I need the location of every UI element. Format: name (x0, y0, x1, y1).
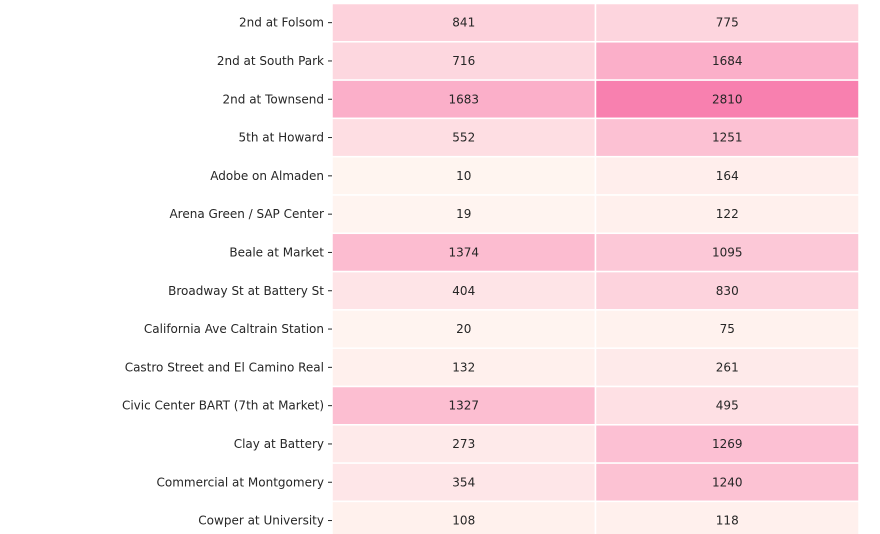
heatmap-cell (594, 270, 860, 311)
heatmap-cell (594, 79, 860, 120)
row-label: California Ave Caltrain Station (144, 322, 324, 336)
cell-value-label: 1251 (712, 131, 743, 145)
cell-value-label: 20 (456, 322, 471, 336)
cell-value-label: 354 (452, 475, 475, 489)
heatmap-cell (594, 155, 860, 196)
cell-value-label: 2810 (712, 92, 743, 106)
row-label: Cowper at University (198, 514, 324, 528)
heatmap-cells: 841 775 716 1684 1683 2810 552 1251 10 164 19 122 13… (331, 2, 860, 534)
cell-value-label: 273 (452, 437, 475, 451)
cell-value-label: 19 (456, 207, 471, 221)
heatmap-cell (331, 2, 597, 43)
row-label: Castro Street and El Camino Real (125, 360, 324, 374)
cell-value-label: 122 (716, 207, 739, 221)
row-label: 2nd at South Park (217, 54, 324, 68)
heatmap-cell (594, 117, 860, 158)
row-label: 2nd at Townsend (223, 92, 324, 106)
cell-value-label: 716 (452, 54, 475, 68)
cell-value-label: 1683 (448, 92, 479, 106)
heatmap-cell (594, 309, 860, 349)
cell-value-label: 552 (452, 131, 475, 145)
cell-value-label: 108 (452, 514, 475, 528)
cell-value-label: 1374 (448, 245, 479, 259)
cell-value-label: 1327 (448, 399, 479, 413)
heatmap-cell (594, 232, 860, 273)
cell-value-label: 495 (716, 399, 739, 413)
heatmap-cell (594, 347, 860, 388)
heatmap-cell (331, 385, 597, 426)
cell-value-label: 10 (456, 169, 471, 183)
heatmap-cell (594, 500, 860, 534)
heatmap-cell (594, 462, 860, 503)
cell-value-label: 132 (452, 360, 475, 374)
cell-value-label: 1095 (712, 245, 743, 259)
heatmap-row-labels: 2nd at Folsom 2nd at South Park 2nd at Tow… (122, 16, 332, 528)
cell-value-label: 1240 (712, 475, 743, 489)
row-label: Civic Center BART (7th at Market) (122, 399, 324, 413)
cell-value-label: 75 (720, 322, 735, 336)
cell-value-label: 1684 (712, 54, 743, 68)
heatmap-cell (594, 424, 860, 464)
cell-value-label: 1269 (712, 437, 743, 451)
heatmap-cell (594, 41, 860, 81)
cell-value-label: 261 (716, 360, 739, 374)
cell-value-label: 841 (452, 16, 475, 30)
row-label: Arena Green / SAP Center (169, 207, 324, 221)
row-label: Clay at Battery (234, 437, 324, 451)
cell-value-label: 404 (452, 284, 475, 298)
row-label: 5th at Howard (238, 131, 324, 145)
heatmap-cell (331, 424, 597, 464)
cell-value-label: 775 (716, 16, 739, 30)
heatmap-cell (594, 385, 860, 426)
heatmap-cell (594, 194, 860, 235)
heatmap-cell (594, 2, 860, 43)
row-label: Beale at Market (229, 245, 324, 259)
row-label: 2nd at Folsom (239, 16, 324, 30)
cell-value-label: 830 (716, 284, 739, 298)
heatmap-cell (331, 347, 597, 388)
row-label: Commercial at Montgomery (156, 475, 324, 489)
row-label: Adobe on Almaden (210, 169, 324, 183)
cell-value-label: 118 (716, 514, 739, 528)
row-label: Broadway St at Battery St (168, 284, 324, 298)
cell-value-label: 164 (716, 169, 739, 183)
